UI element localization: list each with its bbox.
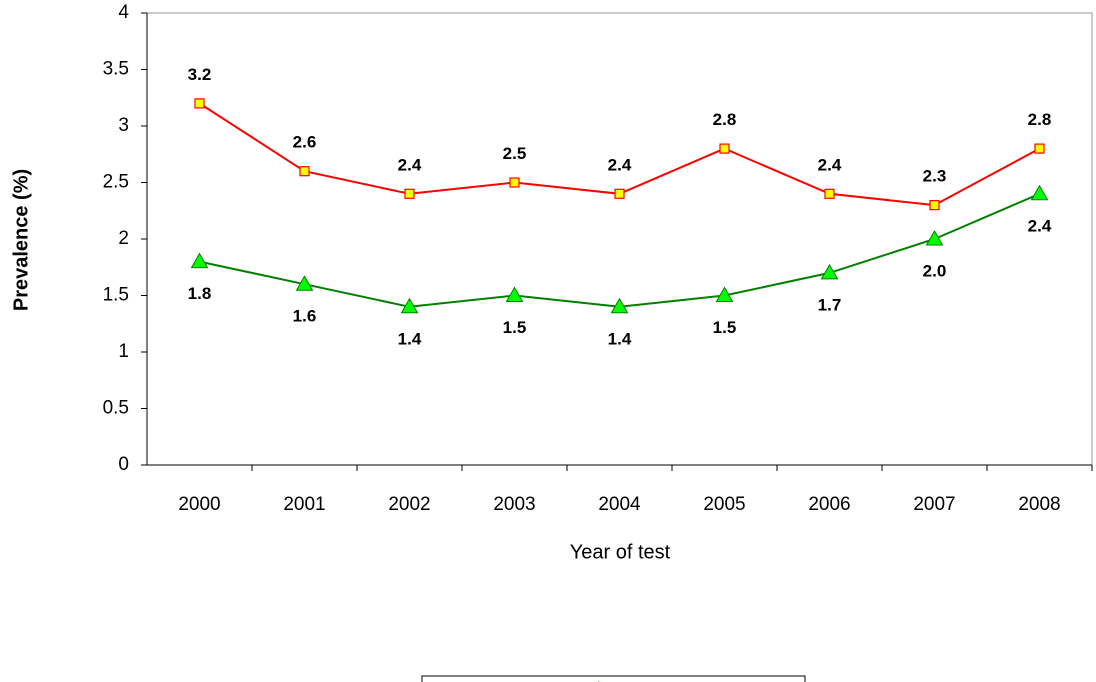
value-label: 2.8 [713,110,737,129]
value-label: 2.4 [608,155,632,174]
x-axis-title: Year of test [570,541,671,563]
point [299,166,310,177]
y-tick-label: 3.5 [103,59,129,80]
point [509,177,520,188]
value-label: 3.2 [188,65,212,84]
x-tick-label: 2002 [388,494,430,515]
value-label: 1.8 [188,284,212,303]
value-label: 2.4 [1028,216,1052,235]
point [925,229,944,246]
y-tick-label: 1.5 [103,285,129,306]
point [820,263,839,280]
point [715,286,734,302]
point [929,200,940,211]
y-tick-label: 3 [118,115,129,136]
point [295,275,314,291]
point [194,98,205,109]
value-label: 2.0 [923,261,947,280]
x-tick-label: 2007 [913,494,955,515]
value-label: 2.4 [398,155,422,174]
y-tick-label: 0.5 [103,398,129,419]
y-tick-label: 2 [118,228,129,249]
value-label: 2.4 [818,155,842,174]
value-label: 2.8 [1028,110,1052,129]
value-label: 2.3 [923,167,947,186]
x-tick-label: 2005 [703,494,745,515]
value-label: 1.7 [818,295,842,314]
y-axis-title: Prevalence (%) [10,169,32,311]
x-tick-label: 2006 [808,494,850,515]
plot-border [146,12,1093,466]
point [404,188,415,199]
y-tick-label: 2.5 [103,172,129,193]
point [1034,143,1045,154]
value-label: 1.4 [398,329,422,348]
x-tick-label: 2004 [598,494,641,515]
point [610,297,629,314]
point [400,297,419,314]
point [1030,184,1049,201]
value-label: 2.5 [503,144,527,163]
value-label: 1.5 [713,318,737,337]
point [719,143,730,154]
x-tick-label: 2000 [178,494,220,515]
value-label: 1.4 [608,329,632,348]
x-tick-label: 2008 [1018,494,1060,515]
y-tick-label: 4 [118,2,129,23]
series-line [199,192,1040,308]
legend-box [421,675,806,682]
y-tick-label: 1 [118,341,129,362]
x-tick-label: 2003 [493,494,535,515]
value-label: 2.6 [293,133,317,152]
point [190,252,209,269]
y-tick-label: 0 [118,454,129,475]
x-tick-label: 2001 [283,494,325,515]
value-label: 1.6 [293,307,317,326]
legend-label: First visit [480,680,571,682]
point [505,286,524,302]
legend-label: Repeat visit [627,680,742,682]
value-label: 1.5 [503,318,527,337]
point [824,188,835,199]
point [614,188,625,199]
